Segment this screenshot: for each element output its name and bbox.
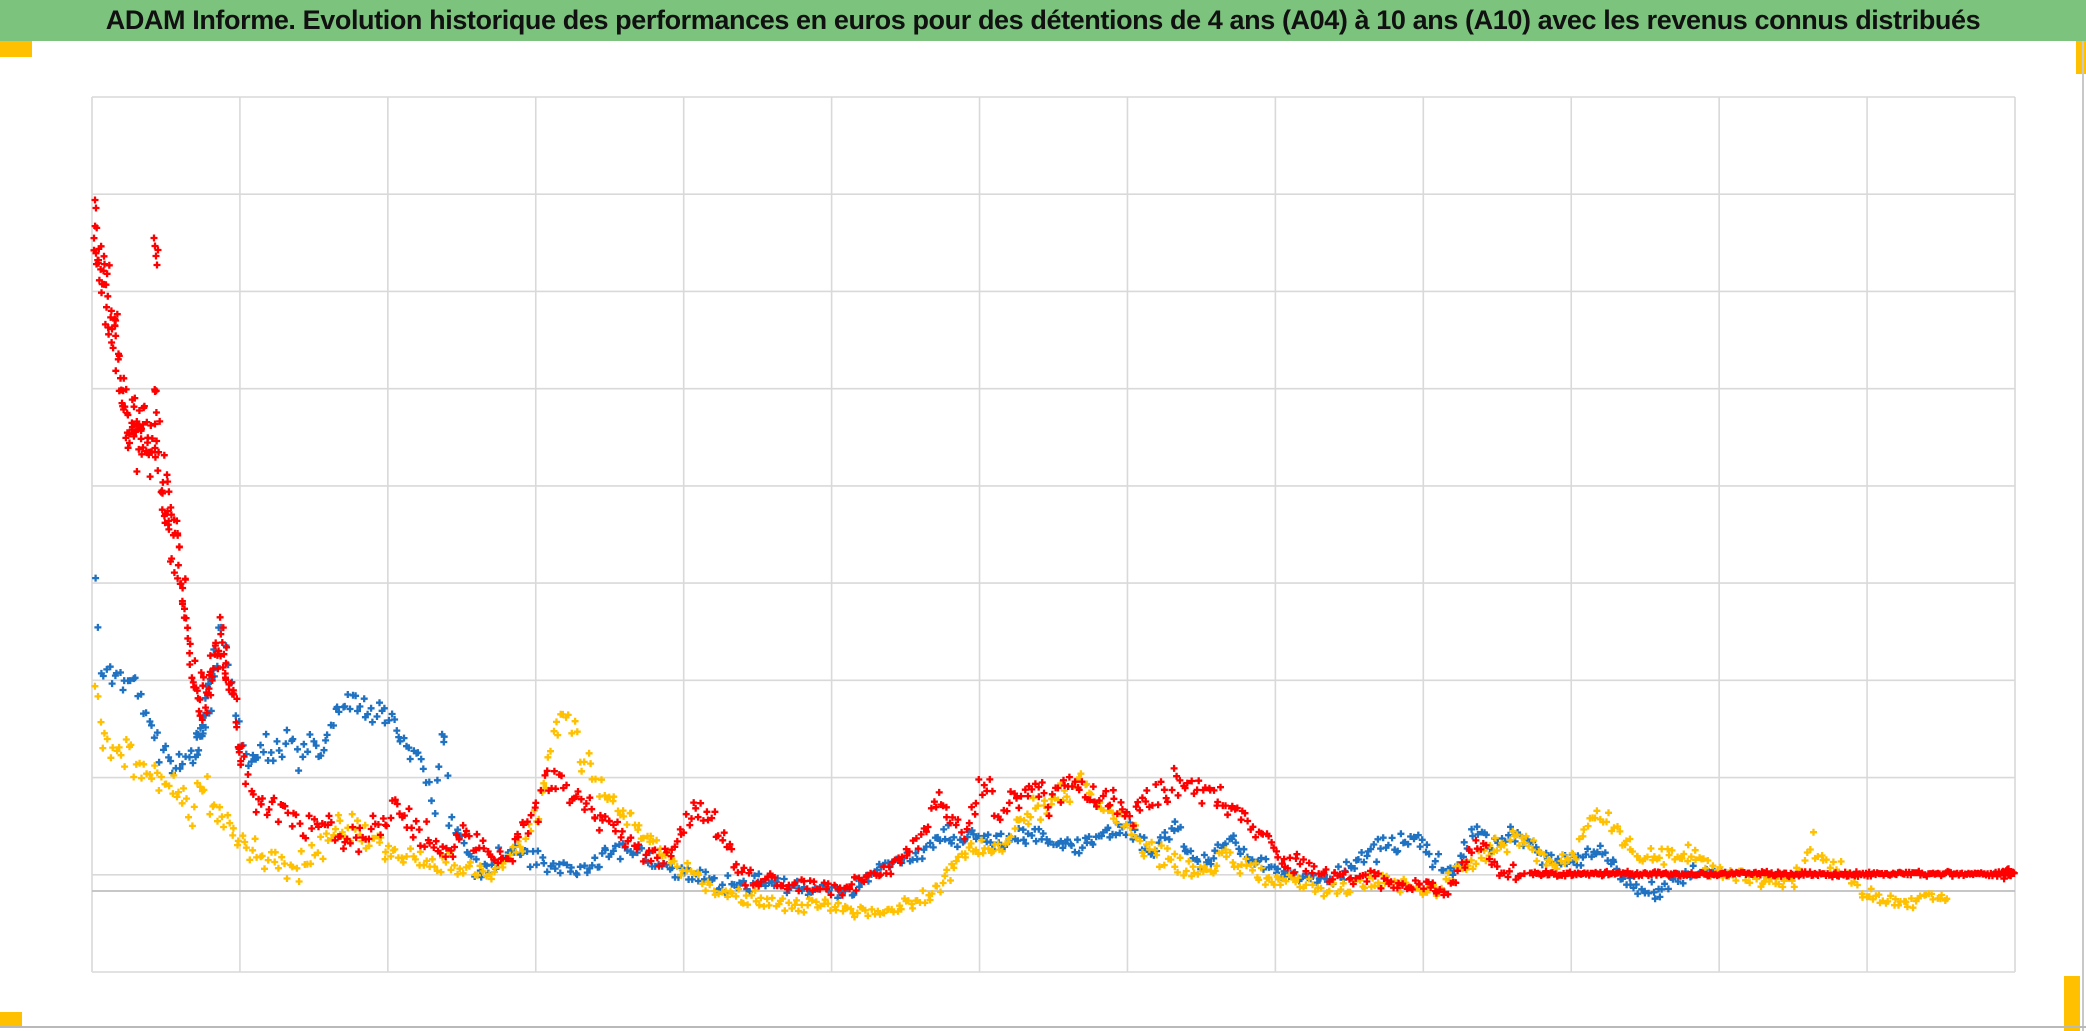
gold-corner-bottom-left [0,1012,22,1028]
page-title: ADAM Informe. Evolution historique des p… [105,5,1981,35]
series-serie-jaune [91,682,1951,921]
gold-corner-top-left [0,41,32,57]
series-serie-rouge [90,196,2018,899]
title-bar: ADAM Informe. Evolution historique des p… [0,0,2086,41]
window-right-border [2082,41,2084,1031]
gold-corner-top-right [2076,41,2086,74]
window-bottom-border [0,1026,2086,1028]
gold-corner-bottom-right [2064,976,2080,1031]
